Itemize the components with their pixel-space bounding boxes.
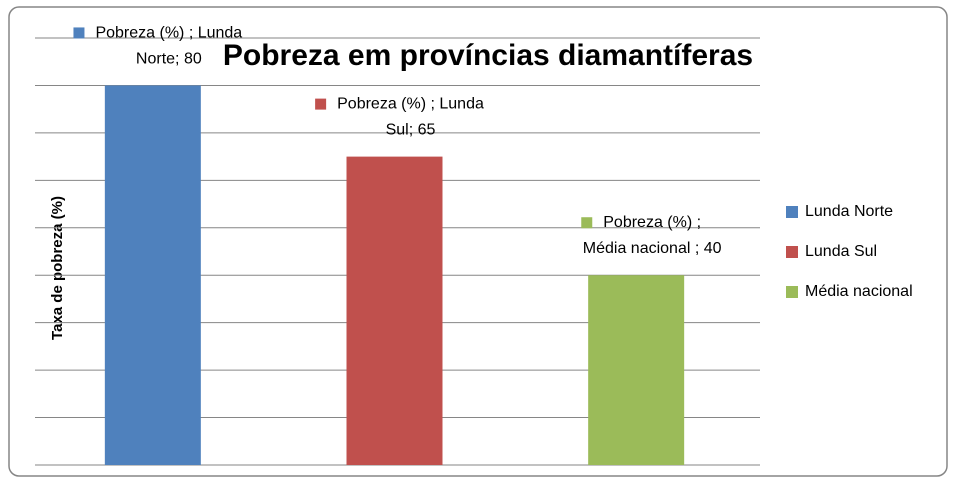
data-label-line: Norte; 80 (136, 51, 202, 68)
y-axis-label: Taxa de pobreza (%) (49, 196, 66, 340)
data-label-line: Pobreza (%) ; Lunda (95, 25, 242, 42)
data-label-line: Pobreza (%) ; (603, 214, 701, 231)
data-label-key (581, 217, 593, 229)
data-label-line: Sul; 65 (386, 122, 436, 139)
data-label-line: Pobreza (%) ; Lunda (337, 96, 484, 113)
legend-swatch (786, 246, 798, 258)
data-label-key (73, 27, 85, 39)
legend-label: Lunda Norte (805, 203, 893, 220)
legend-swatch (786, 286, 798, 298)
data-label-line: Média nacional ; 40 (583, 240, 722, 257)
bar (104, 85, 201, 465)
data-label: Pobreza (%) ; Lunda Norte; 80 (95, 25, 242, 68)
data-label-key (315, 98, 327, 110)
chart-title: Pobreza em províncias diamantíferas (223, 39, 753, 72)
data-label: Pobreza (%) ; Média nacional ; 40 (583, 214, 722, 257)
legend-swatch (786, 206, 798, 218)
bar (346, 156, 443, 465)
chart-border (8, 6, 948, 477)
legend-label: Média nacional (805, 283, 913, 300)
bar (588, 275, 685, 465)
legend-label: Lunda Sul (805, 243, 877, 260)
data-label: Pobreza (%) ; Lunda Sul; 65 (337, 96, 484, 139)
